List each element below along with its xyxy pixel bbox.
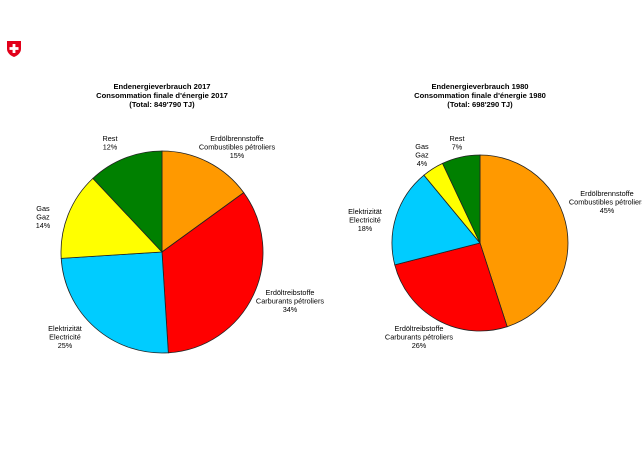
slice-label-line: Erdöltreibstoffe xyxy=(395,324,444,333)
chart-title-line: Consommation finale d'énergie 2017 xyxy=(96,91,228,100)
chart-title-line: (Total: 849'790 TJ) xyxy=(129,100,195,109)
chart-title-line: Consommation finale d'énergie 1980 xyxy=(414,91,546,100)
slice-label-line: 12% xyxy=(103,143,118,152)
slice-label: Erdölbrennstoffe Combustibles pétroliers 4… xyxy=(569,189,642,215)
slice-label-line: Erdölbrennstoffe xyxy=(580,189,633,198)
swiss-cross-icon-bar xyxy=(9,47,19,50)
slice-label-line: Erdöltreibstoffe xyxy=(266,288,315,297)
slice-label-line: 34% xyxy=(283,305,298,314)
slice-label-line: Elektrizität xyxy=(48,324,82,333)
slice-label: Erdöltreibstoffe Carburants pétroliers 34% xyxy=(256,288,324,314)
slice-label-line: 26% xyxy=(412,341,427,350)
pie-slice xyxy=(161,192,264,354)
chart-title: Endenergieverbrauch 1980 Consommation fin… xyxy=(414,82,546,109)
slice-label-line: Gas xyxy=(415,142,429,151)
slice-label-line: Combustibles pétroliers xyxy=(569,198,642,207)
pie-slice xyxy=(441,154,481,244)
slice-label: Erdöltreibstoffe Carburants pétroliers 26% xyxy=(385,324,453,350)
slice-label-line: 18% xyxy=(358,224,373,233)
slice-label: Erdölbrennstoffe Combustibles pétroliers 1… xyxy=(199,134,276,160)
chart-title: Endenergieverbrauch 2017 Consommation fin… xyxy=(96,82,228,109)
slice-label-line: Gas xyxy=(36,204,50,213)
pie-slice xyxy=(60,177,163,259)
chart-title-line: (Total: 698'290 TJ) xyxy=(447,100,513,109)
slice-label-line: 4% xyxy=(417,159,428,168)
slice-label-line: Electricité xyxy=(349,216,381,225)
slice-label-line: 25% xyxy=(58,341,73,350)
pie-slice xyxy=(391,174,481,266)
slice-label: Gas Gaz 14% xyxy=(36,204,51,230)
slice-label-line: 14% xyxy=(36,221,51,230)
swiss-cross-logo xyxy=(7,41,21,57)
slice-label-line: Elektrizität xyxy=(348,207,382,216)
pie-slice xyxy=(479,154,569,328)
slice-label: Rest 7% xyxy=(449,134,464,152)
chart-title-line: Endenergieverbrauch 2017 xyxy=(113,82,210,91)
pie-slice xyxy=(394,242,508,332)
pie-slice xyxy=(60,251,169,354)
slice-label-line: 15% xyxy=(230,151,245,160)
slice-label-line: Gaz xyxy=(415,151,429,160)
slice-label-line: 45% xyxy=(600,206,615,215)
slice-label-line: Electricité xyxy=(49,333,81,342)
slice-label: Rest 12% xyxy=(102,134,117,152)
slice-label-line: Combustibles pétroliers xyxy=(199,143,276,152)
slice-label: Elektrizität Electricité 25% xyxy=(48,324,82,350)
slice-label-line: 7% xyxy=(452,143,463,152)
slice-label-line: Rest xyxy=(449,134,464,143)
slice-label-line: Gaz xyxy=(36,213,50,222)
slice-label: Elektrizität Electricité 18% xyxy=(348,207,382,233)
pie-slice xyxy=(92,150,163,254)
pie-slice xyxy=(161,150,245,253)
slice-label-line: Carburants pétroliers xyxy=(256,297,324,306)
slice-label-line: Rest xyxy=(102,134,117,143)
slice-label-line: Carburants pétroliers xyxy=(385,333,453,342)
slice-label-line: Erdölbrennstoffe xyxy=(210,134,263,143)
slice-label: Gas Gaz 4% xyxy=(415,142,429,168)
chart-title-line: Endenergieverbrauch 1980 xyxy=(431,82,528,91)
